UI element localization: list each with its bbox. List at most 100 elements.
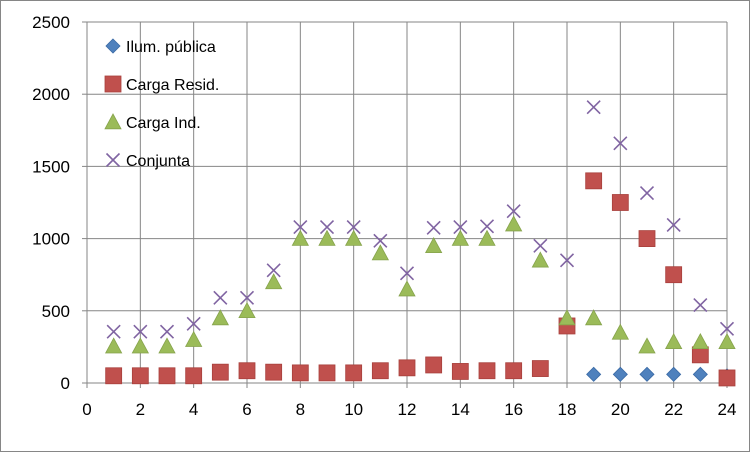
triangle-point [238, 301, 256, 319]
legend-label: Ilum. pública [126, 39, 216, 56]
square-point [505, 362, 523, 380]
x-tick-label: 12 [398, 400, 417, 419]
x-point [133, 324, 148, 339]
legend-label: Carga Ind. [126, 115, 201, 132]
x-point [426, 220, 441, 235]
x-tick-label: 0 [82, 400, 91, 419]
series-square [105, 172, 736, 387]
square-point [425, 356, 443, 374]
x-point [666, 217, 681, 232]
triangle-point [398, 280, 416, 297]
x-point [186, 316, 201, 331]
legend-marker-x [105, 152, 121, 168]
square-point [531, 360, 549, 377]
triangle-point [584, 309, 603, 326]
legend-entry: Ilum. pública [105, 38, 216, 56]
series-triangle [104, 215, 736, 354]
triangle-point [718, 333, 736, 350]
x-tick-label: 16 [504, 400, 523, 419]
triangle-point [611, 323, 630, 340]
x-tick-label: 14 [451, 400, 470, 419]
square-point [158, 367, 176, 385]
triangle-point [184, 330, 203, 347]
square-point [345, 364, 363, 382]
square-point [611, 194, 629, 211]
x-tick-label: 8 [296, 400, 305, 419]
y-tick-label: 1000 [32, 230, 70, 249]
triangle-point [291, 229, 310, 246]
square-point [238, 362, 256, 380]
square-point [638, 230, 656, 248]
x-tick-label: 10 [344, 400, 363, 419]
x-tick-label: 24 [718, 400, 737, 419]
square-point [718, 369, 736, 387]
triangle-point [158, 337, 176, 354]
y-tick-label: 1500 [32, 157, 70, 176]
square-point [398, 359, 416, 377]
legend-entry: Carga Resid. [104, 75, 219, 94]
x-point [346, 219, 361, 235]
y-tick-label: 500 [42, 302, 70, 321]
x-point [266, 263, 281, 278]
diamond-point [666, 366, 682, 382]
x-tick-label: 20 [611, 400, 630, 419]
y-tick-label: 0 [61, 374, 70, 393]
x-point [559, 253, 575, 268]
x-point [506, 204, 521, 219]
square-point [371, 362, 389, 380]
square-point [131, 367, 149, 385]
triangle-point [504, 215, 523, 232]
x-tick-label: 22 [664, 400, 683, 419]
x-point [613, 136, 628, 151]
diamond-point [612, 366, 628, 382]
square-point [451, 363, 469, 380]
series-x [106, 100, 735, 339]
triangle-point [691, 333, 710, 350]
x-tick-label: 2 [136, 400, 145, 419]
x-point [693, 297, 708, 313]
x-point [719, 321, 735, 336]
x-point [533, 238, 548, 253]
legend-marker-square [104, 75, 122, 93]
x-point [293, 219, 308, 235]
diamond-point [692, 366, 708, 382]
legend-label: Carga Resid. [126, 77, 219, 94]
legend-entry: Conjunta [105, 152, 190, 170]
x-tick-label: 18 [558, 400, 577, 419]
square-point [318, 364, 336, 382]
triangle-point [424, 236, 443, 254]
x-tick-label: 4 [189, 400, 198, 419]
axes [82, 21, 728, 388]
legend-entry: Carga Ind. [104, 113, 201, 132]
x-point [399, 266, 415, 281]
square-point [691, 346, 709, 364]
legend: Ilum. pública Carga Resid. Carga Ind. Conju… [104, 38, 219, 170]
square-point [105, 367, 123, 385]
legend-label: Conjunta [126, 153, 190, 170]
triangle-point [104, 337, 123, 354]
triangle-point [531, 251, 550, 268]
triangle-point [131, 337, 150, 354]
x-point [319, 219, 335, 235]
triangle-point [558, 309, 576, 326]
legend-marker-diamond [105, 38, 121, 54]
square-point [665, 266, 683, 284]
data-marks [104, 100, 736, 387]
triangle-point [478, 229, 496, 246]
square-point [185, 367, 203, 385]
y-tick-label: 2500 [32, 13, 70, 32]
x-point [453, 219, 468, 235]
triangle-point [344, 229, 363, 246]
triangle-point [371, 244, 390, 261]
x-point [239, 290, 255, 305]
triangle-point [264, 273, 283, 290]
x-point [213, 290, 228, 305]
x-point [586, 100, 601, 115]
diamond-point [639, 366, 655, 382]
triangle-point [451, 229, 470, 246]
diamond-point [586, 366, 602, 382]
legend-marker-triangle [104, 113, 122, 130]
square-point [478, 362, 496, 380]
